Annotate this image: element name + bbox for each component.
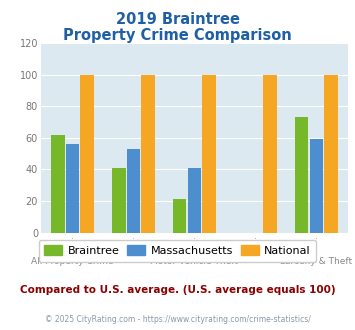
Bar — [81, 75, 94, 233]
Bar — [66, 144, 79, 233]
Text: Compared to U.S. average. (U.S. average equals 100): Compared to U.S. average. (U.S. average … — [20, 285, 335, 295]
Bar — [310, 139, 323, 233]
Text: Arson: Arson — [242, 245, 268, 254]
Bar — [188, 168, 201, 233]
Bar — [173, 199, 186, 233]
Bar — [127, 149, 140, 233]
Bar — [263, 75, 277, 233]
Text: Property Crime Comparison: Property Crime Comparison — [63, 28, 292, 43]
Legend: Braintree, Massachusetts, National: Braintree, Massachusetts, National — [39, 240, 316, 262]
Bar — [141, 75, 155, 233]
Bar — [324, 75, 338, 233]
Text: Larceny & Theft: Larceny & Theft — [280, 257, 352, 266]
Bar — [295, 117, 308, 233]
Bar — [112, 168, 126, 233]
Text: 2019 Braintree: 2019 Braintree — [115, 12, 240, 26]
Text: All Property Crime: All Property Crime — [31, 257, 114, 266]
Text: Motor Vehicle Theft: Motor Vehicle Theft — [151, 257, 238, 266]
Bar — [202, 75, 216, 233]
Bar — [51, 135, 65, 233]
Text: Burglary: Burglary — [114, 245, 153, 254]
Text: © 2025 CityRating.com - https://www.cityrating.com/crime-statistics/: © 2025 CityRating.com - https://www.city… — [45, 315, 310, 324]
